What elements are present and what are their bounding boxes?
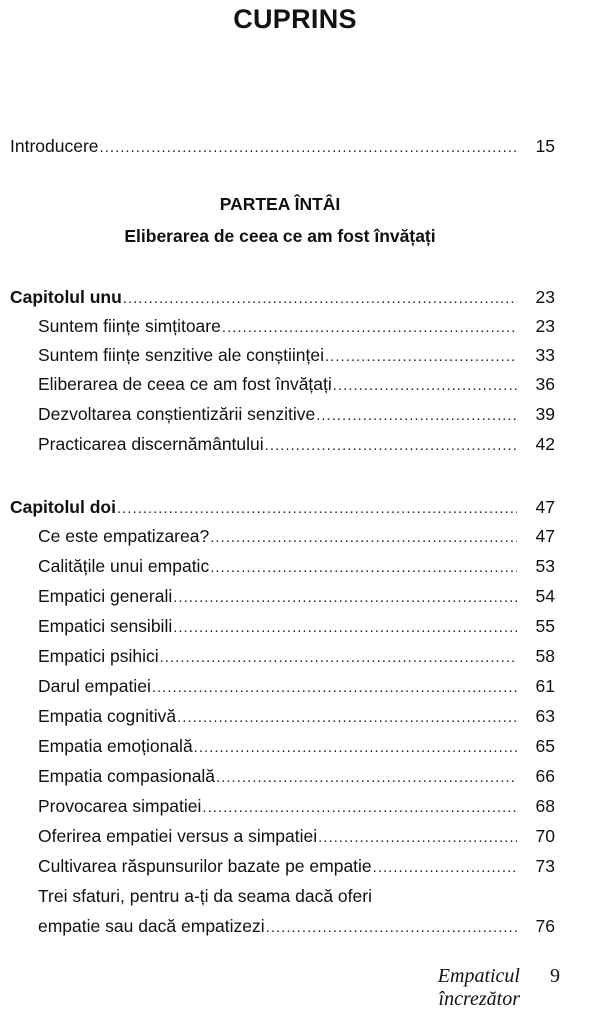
running-footer-title: Empaticul încrezător — [437, 965, 520, 1010]
dot-leader — [210, 523, 517, 552]
toc-entry-page: 55 — [535, 616, 555, 636]
dot-leader — [173, 583, 517, 612]
toc-entry-page: 42 — [535, 434, 555, 454]
toc-section[interactable]: Provocarea simpatiei 68 — [38, 792, 555, 821]
toc-entry-page: 65 — [535, 736, 555, 756]
page-number: 9 — [550, 965, 560, 987]
toc-section[interactable]: Suntem ființe senzitive ale conștiinței … — [38, 341, 555, 370]
toc-entry-page: 15 — [535, 136, 555, 156]
toc-entry-label: Eliberarea de ceea ce am fost învățați — [38, 374, 332, 394]
dot-leader — [318, 823, 517, 852]
toc-section[interactable]: Oferirea empatiei versus a simpatiei 70 — [38, 822, 555, 851]
toc-entry-label: Empatici generali — [38, 586, 173, 606]
toc-entry-label: Capitolul doi — [10, 497, 116, 517]
dot-leader — [333, 371, 517, 400]
part-heading: PARTEA ÎNTÂI — [219, 194, 341, 214]
toc-entry-page: 53 — [535, 556, 555, 576]
toc-entry-label: Empatia compasională — [38, 766, 216, 786]
dot-leader — [152, 673, 517, 702]
dot-leader — [194, 733, 517, 762]
dot-leader — [316, 401, 517, 430]
toc-entry-label: Provocarea simpatiei — [38, 796, 202, 816]
dot-leader — [373, 853, 517, 882]
toc-entry-page: 36 — [535, 374, 555, 394]
toc-entry-label: Oferirea empatiei versus a simpatiei — [38, 826, 318, 846]
toc-entry-page: 58 — [535, 646, 555, 666]
toc-entry-label: Cultivarea răspunsurilor bazate pe empat… — [38, 856, 372, 876]
toc-section[interactable]: Empatia cognitivă 63 — [38, 702, 555, 731]
toc-entry-page: 39 — [535, 404, 555, 424]
toc-entry-label: Empatici sensibili — [38, 616, 173, 636]
dot-leader — [325, 342, 517, 371]
toc-section[interactable]: empatie sau dacă empatizezi 76 — [38, 912, 555, 941]
toc-entry-page: 23 — [535, 316, 555, 336]
dot-leader — [222, 313, 517, 342]
dot-leader — [202, 793, 517, 822]
toc-entry-label: Practicarea discernământului — [38, 434, 264, 454]
toc-section[interactable]: Practicarea discernământului 42 — [38, 430, 555, 459]
part-subtitle: Eliberarea de ceea ce am fost învățați — [124, 226, 436, 246]
toc-section[interactable]: Ce este empatizarea? 47 — [38, 522, 555, 551]
dot-leader — [210, 553, 517, 582]
toc-chapter-2[interactable]: Capitolul doi 47 — [10, 493, 555, 522]
toc-entry-label: Suntem ființe simțitoare — [38, 316, 221, 336]
toc-entry-label: Ce este empatizarea? — [38, 526, 210, 546]
dot-leader — [177, 703, 517, 732]
dot-leader — [266, 913, 517, 942]
toc-section[interactable]: Empatia compasională 66 — [38, 762, 555, 791]
toc-entry-label: Suntem ființe senzitive ale conștiinței — [38, 345, 324, 365]
toc-section[interactable]: Dezvoltarea conștientizării senzitive 39 — [38, 400, 555, 429]
toc-section[interactable]: Cultivarea răspunsurilor bazate pe empat… — [38, 852, 555, 881]
toc-entry-label: empatie sau dacă empatizezi — [38, 916, 265, 936]
toc-entry-page: 47 — [535, 526, 555, 546]
toc-entry-label: Calitățile unui empatic — [38, 556, 210, 576]
dot-leader — [100, 133, 517, 162]
page-title: CUPRINS — [233, 4, 357, 34]
toc-section[interactable]: Empatia emoțională 65 — [38, 732, 555, 761]
toc-entry-page: 73 — [535, 856, 555, 876]
toc-entry-page: 68 — [535, 796, 555, 816]
toc-section-line1[interactable]: Trei sfaturi, pentru a-ți da seama dacă … — [38, 886, 372, 906]
toc-entry-label: Dezvoltarea conștientizării senzitive — [38, 404, 316, 424]
toc-entry-introducere[interactable]: Introducere 15 — [10, 132, 555, 161]
toc-entry-label: Empatia cognitivă — [38, 706, 177, 726]
toc-entry-page: 76 — [535, 916, 555, 936]
toc-entry-page: 63 — [535, 706, 555, 726]
toc-section[interactable]: Suntem ființe simțitoare 23 — [38, 312, 555, 341]
toc-entry-label: Capitolul unu — [10, 287, 122, 307]
toc-entry-label: Darul empatiei — [38, 676, 151, 696]
toc-section[interactable]: Darul empatiei 61 — [38, 672, 555, 701]
dot-leader — [160, 643, 517, 672]
toc-section[interactable]: Empatici generali 54 — [38, 582, 555, 611]
toc-section[interactable]: Empatici psihici 58 — [38, 642, 555, 671]
dot-leader — [117, 494, 517, 523]
toc-section[interactable]: Empatici sensibili 55 — [38, 612, 555, 641]
toc-chapter-1[interactable]: Capitolul unu 23 — [10, 283, 555, 312]
toc-section[interactable]: Calitățile unui empatic 53 — [38, 552, 555, 581]
toc-entry-page: 70 — [535, 826, 555, 846]
toc-entry-page: 66 — [535, 766, 555, 786]
dot-leader — [173, 613, 517, 642]
toc-entry-page: 61 — [535, 676, 555, 696]
dot-leader — [216, 763, 517, 792]
dot-leader — [265, 431, 517, 460]
toc-entry-page: 47 — [535, 497, 555, 517]
toc-entry-label: Empatia emoțională — [38, 736, 193, 756]
dot-leader — [123, 284, 517, 313]
toc-entry-label: Introducere — [10, 136, 99, 156]
toc-section[interactable]: Eliberarea de ceea ce am fost învățați 3… — [38, 370, 555, 399]
toc-entry-page: 54 — [535, 586, 555, 606]
toc-entry-label: Empatici psihici — [38, 646, 159, 666]
toc-entry-page: 33 — [535, 345, 555, 365]
toc-entry-page: 23 — [535, 287, 555, 307]
